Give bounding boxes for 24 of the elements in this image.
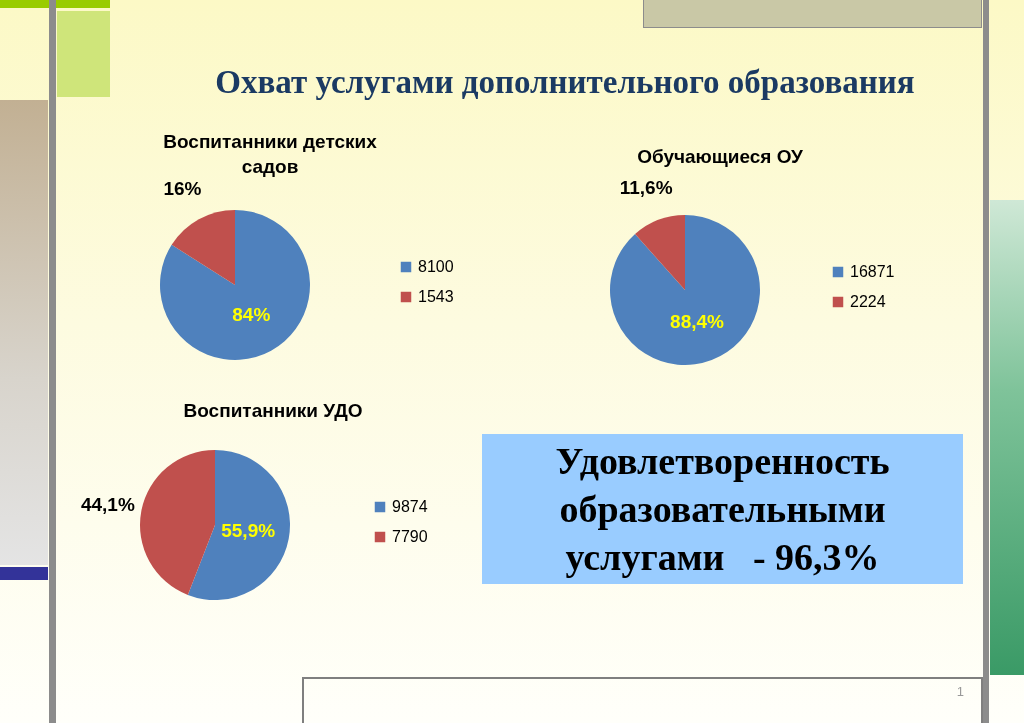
- pie-slice: [635, 215, 685, 290]
- chart-title: Воспитанники УДО: [183, 400, 363, 421]
- data-label: 55,9%: [221, 520, 276, 542]
- pie-slice: [610, 215, 760, 365]
- chart-title: Воспитанники детских садов: [163, 131, 378, 178]
- data-label: 44,1%: [80, 493, 135, 515]
- pie-slice: [160, 210, 310, 360]
- pie-slice: [187, 450, 290, 600]
- legend-label: 8100: [418, 258, 454, 275]
- legend-label: 1543: [418, 288, 454, 305]
- legend-label: 2224: [850, 293, 886, 310]
- text: 1: [955, 684, 964, 699]
- pie-slice: [140, 450, 215, 595]
- chart-title: Обучающиеся ОУ: [637, 146, 804, 168]
- legend-label: 9874: [392, 498, 428, 515]
- legend-label: 16871: [850, 263, 895, 280]
- data-label: 88,4%: [670, 310, 725, 332]
- pie-slice: [171, 210, 235, 285]
- data-label: 16%: [163, 178, 202, 200]
- data-label: 11,6%: [619, 177, 673, 199]
- legend-label: 7790: [392, 528, 428, 545]
- callout-box: Удовлетворенность образовательными услугами - 96,3%: [482, 434, 963, 584]
- data-label: 84%: [232, 303, 271, 325]
- text: Охват услугами дополнительного образования: [214, 63, 916, 102]
